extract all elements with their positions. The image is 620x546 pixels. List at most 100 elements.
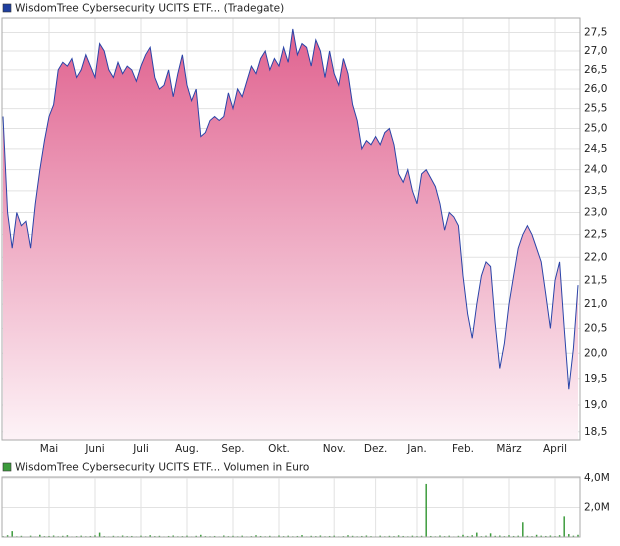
y-tick-label: 27,0 <box>584 45 607 57</box>
y-tick-label: 19,5 <box>584 373 607 385</box>
x-tick-label: Mai <box>40 443 58 455</box>
volume-bar <box>462 534 464 537</box>
volume-bar <box>195 535 197 537</box>
x-tick-label: Dez. <box>364 443 387 455</box>
volume-bar <box>420 535 423 537</box>
y-tick-label: 22,5 <box>584 229 607 241</box>
volume-bar <box>508 535 510 537</box>
price-line <box>2 28 579 390</box>
volume-bar <box>223 535 225 537</box>
volume-bar <box>522 522 524 537</box>
x-tick-label: Okt. <box>268 443 290 455</box>
volume-bar <box>140 535 142 537</box>
volume-bar <box>301 535 303 537</box>
volume-bar <box>200 534 202 537</box>
volume-bar <box>29 535 32 537</box>
volume-bar <box>172 535 174 537</box>
y-tick-label: 27,5 <box>584 27 607 39</box>
x-tick-label: März <box>496 443 522 455</box>
volume-bar <box>361 535 363 537</box>
y-tick-label: 25,0 <box>584 123 607 135</box>
area <box>3 28 578 441</box>
volume-bar <box>448 535 450 537</box>
volume-bar <box>476 532 478 537</box>
y-tick-label: 21,0 <box>584 298 607 310</box>
volume-bar <box>80 535 82 537</box>
volume-bar <box>39 534 41 537</box>
volume-bar <box>549 535 552 537</box>
volume-bar <box>149 535 151 537</box>
y-tick-label: 25,5 <box>584 103 607 115</box>
x-tick-label: Nov. <box>323 443 346 455</box>
legend-text: WisdomTree Cybersecurity UCITS ETF... Vo… <box>15 462 309 474</box>
volume-bar <box>471 535 473 537</box>
volume-bar <box>287 535 289 537</box>
y-tick-label: 24,5 <box>584 143 607 155</box>
legend-swatch <box>2 3 12 13</box>
volume-bar <box>167 535 170 537</box>
volume-bar <box>568 534 570 537</box>
volume-bar <box>545 535 547 537</box>
volume-bar <box>310 535 312 537</box>
volume-bar <box>466 535 469 537</box>
x-tick-label: Sep. <box>221 443 244 455</box>
volume-bar <box>52 535 55 537</box>
volume-bar <box>11 531 13 537</box>
x-tick-label: Jan. <box>406 443 427 455</box>
y-tick-label: 18,5 <box>584 426 607 438</box>
volume-bar <box>278 535 280 537</box>
volume-bar <box>397 535 400 537</box>
volume-bar <box>563 516 565 537</box>
y-tick-label: 4,0M <box>584 472 610 484</box>
volume-bar <box>485 535 487 537</box>
volume-bar <box>351 535 354 537</box>
volume-bar <box>269 535 271 537</box>
y-tick-label: 23,5 <box>584 185 607 197</box>
volume-bar <box>439 535 441 537</box>
volume-bar <box>328 535 331 537</box>
volume-bar <box>411 535 414 537</box>
y-tick-label: 20,0 <box>584 347 607 359</box>
volume-bar <box>98 532 101 537</box>
volume-bar <box>365 535 368 537</box>
volume-bar <box>255 535 257 537</box>
volume-bar <box>572 535 575 537</box>
volume-bar <box>131 535 133 537</box>
volume-bar <box>558 535 561 537</box>
volume-bar <box>540 535 542 537</box>
volume-bar <box>457 535 460 537</box>
y-tick-label: 19,0 <box>584 399 607 411</box>
y-tick-label: 26,5 <box>584 64 607 76</box>
volume-bar <box>66 535 69 537</box>
volume-bar <box>241 535 243 537</box>
volume-bar <box>489 533 492 537</box>
y-tick-label: 20,5 <box>584 322 607 334</box>
volume-bar <box>494 535 496 537</box>
plot-frame <box>1 17 581 441</box>
y-tick-label: 21,5 <box>584 274 607 286</box>
legend-swatch <box>2 462 12 472</box>
x-tick-label: Juli <box>132 443 149 455</box>
y-tick-label: 23,0 <box>584 207 607 219</box>
legend-text: WisdomTree Cybersecurity UCITS ETF... (T… <box>15 3 284 15</box>
volume-bar <box>186 535 188 537</box>
volume-bar <box>379 535 381 537</box>
volume-bar <box>577 534 579 537</box>
volume-bar <box>48 535 50 537</box>
y-tick-label: 22,0 <box>584 251 607 263</box>
volume-bar <box>158 535 161 537</box>
volume-bar <box>517 535 519 537</box>
y-tick-label: 26,0 <box>584 83 607 95</box>
volume-bar <box>213 535 216 537</box>
volume-bar <box>512 535 515 537</box>
y-tick-label: 24,0 <box>584 164 607 176</box>
volume-bar <box>347 535 349 537</box>
volume-bar <box>6 535 9 537</box>
y-tick-label: 2,0M <box>584 502 610 514</box>
volume-bar <box>259 535 262 537</box>
volume-bar <box>121 535 124 537</box>
x-tick-label: Aug. <box>175 443 199 455</box>
volume-bar <box>388 535 391 537</box>
volume-bar <box>526 535 529 537</box>
